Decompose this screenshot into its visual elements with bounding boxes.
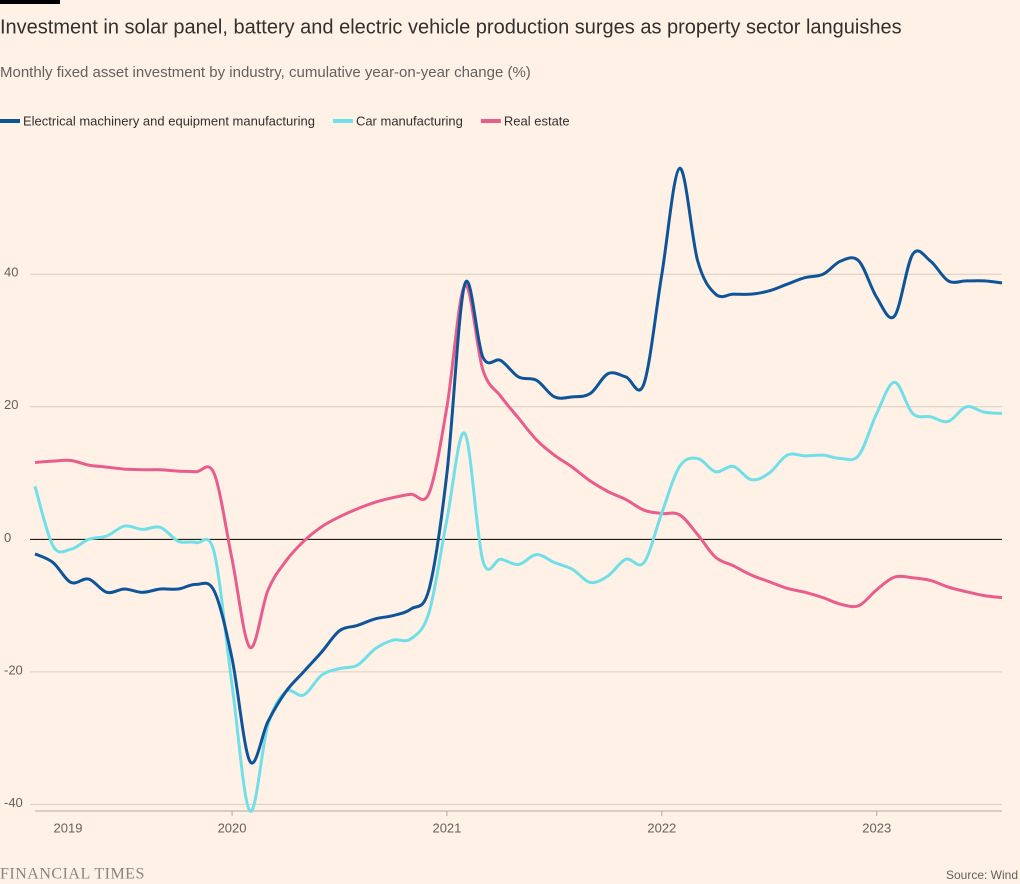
legend-label: Car manufacturing bbox=[356, 113, 463, 128]
chart-subtitle: Monthly fixed asset investment by indust… bbox=[0, 64, 531, 81]
y-tick-label: -20 bbox=[4, 662, 23, 677]
y-tick-label: 20 bbox=[4, 397, 18, 412]
y-tick-label: 0 bbox=[4, 530, 11, 545]
x-tick-label: 2023 bbox=[862, 820, 891, 835]
series-line bbox=[34, 284, 1003, 649]
y-tick-label: 40 bbox=[4, 265, 18, 280]
x-tick-label: 2019 bbox=[54, 820, 83, 835]
x-tick-label: 2022 bbox=[647, 820, 676, 835]
series-line bbox=[33, 380, 1003, 813]
chart-title: Investment in solar panel, battery and e… bbox=[0, 16, 902, 38]
brand-bar bbox=[0, 0, 60, 4]
series-line bbox=[34, 166, 1003, 765]
x-tick-label: 2021 bbox=[432, 820, 461, 835]
x-tick-label: 2020 bbox=[218, 820, 247, 835]
y-tick-label: -40 bbox=[4, 795, 23, 810]
legend-label: Real estate bbox=[504, 113, 570, 128]
legend: Electrical machinery and equipment manuf… bbox=[0, 113, 570, 128]
brand: FINANCIAL TIMES bbox=[0, 866, 145, 883]
legend-label: Electrical machinery and equipment manuf… bbox=[23, 113, 315, 128]
source: Source: Wind bbox=[946, 868, 1018, 882]
